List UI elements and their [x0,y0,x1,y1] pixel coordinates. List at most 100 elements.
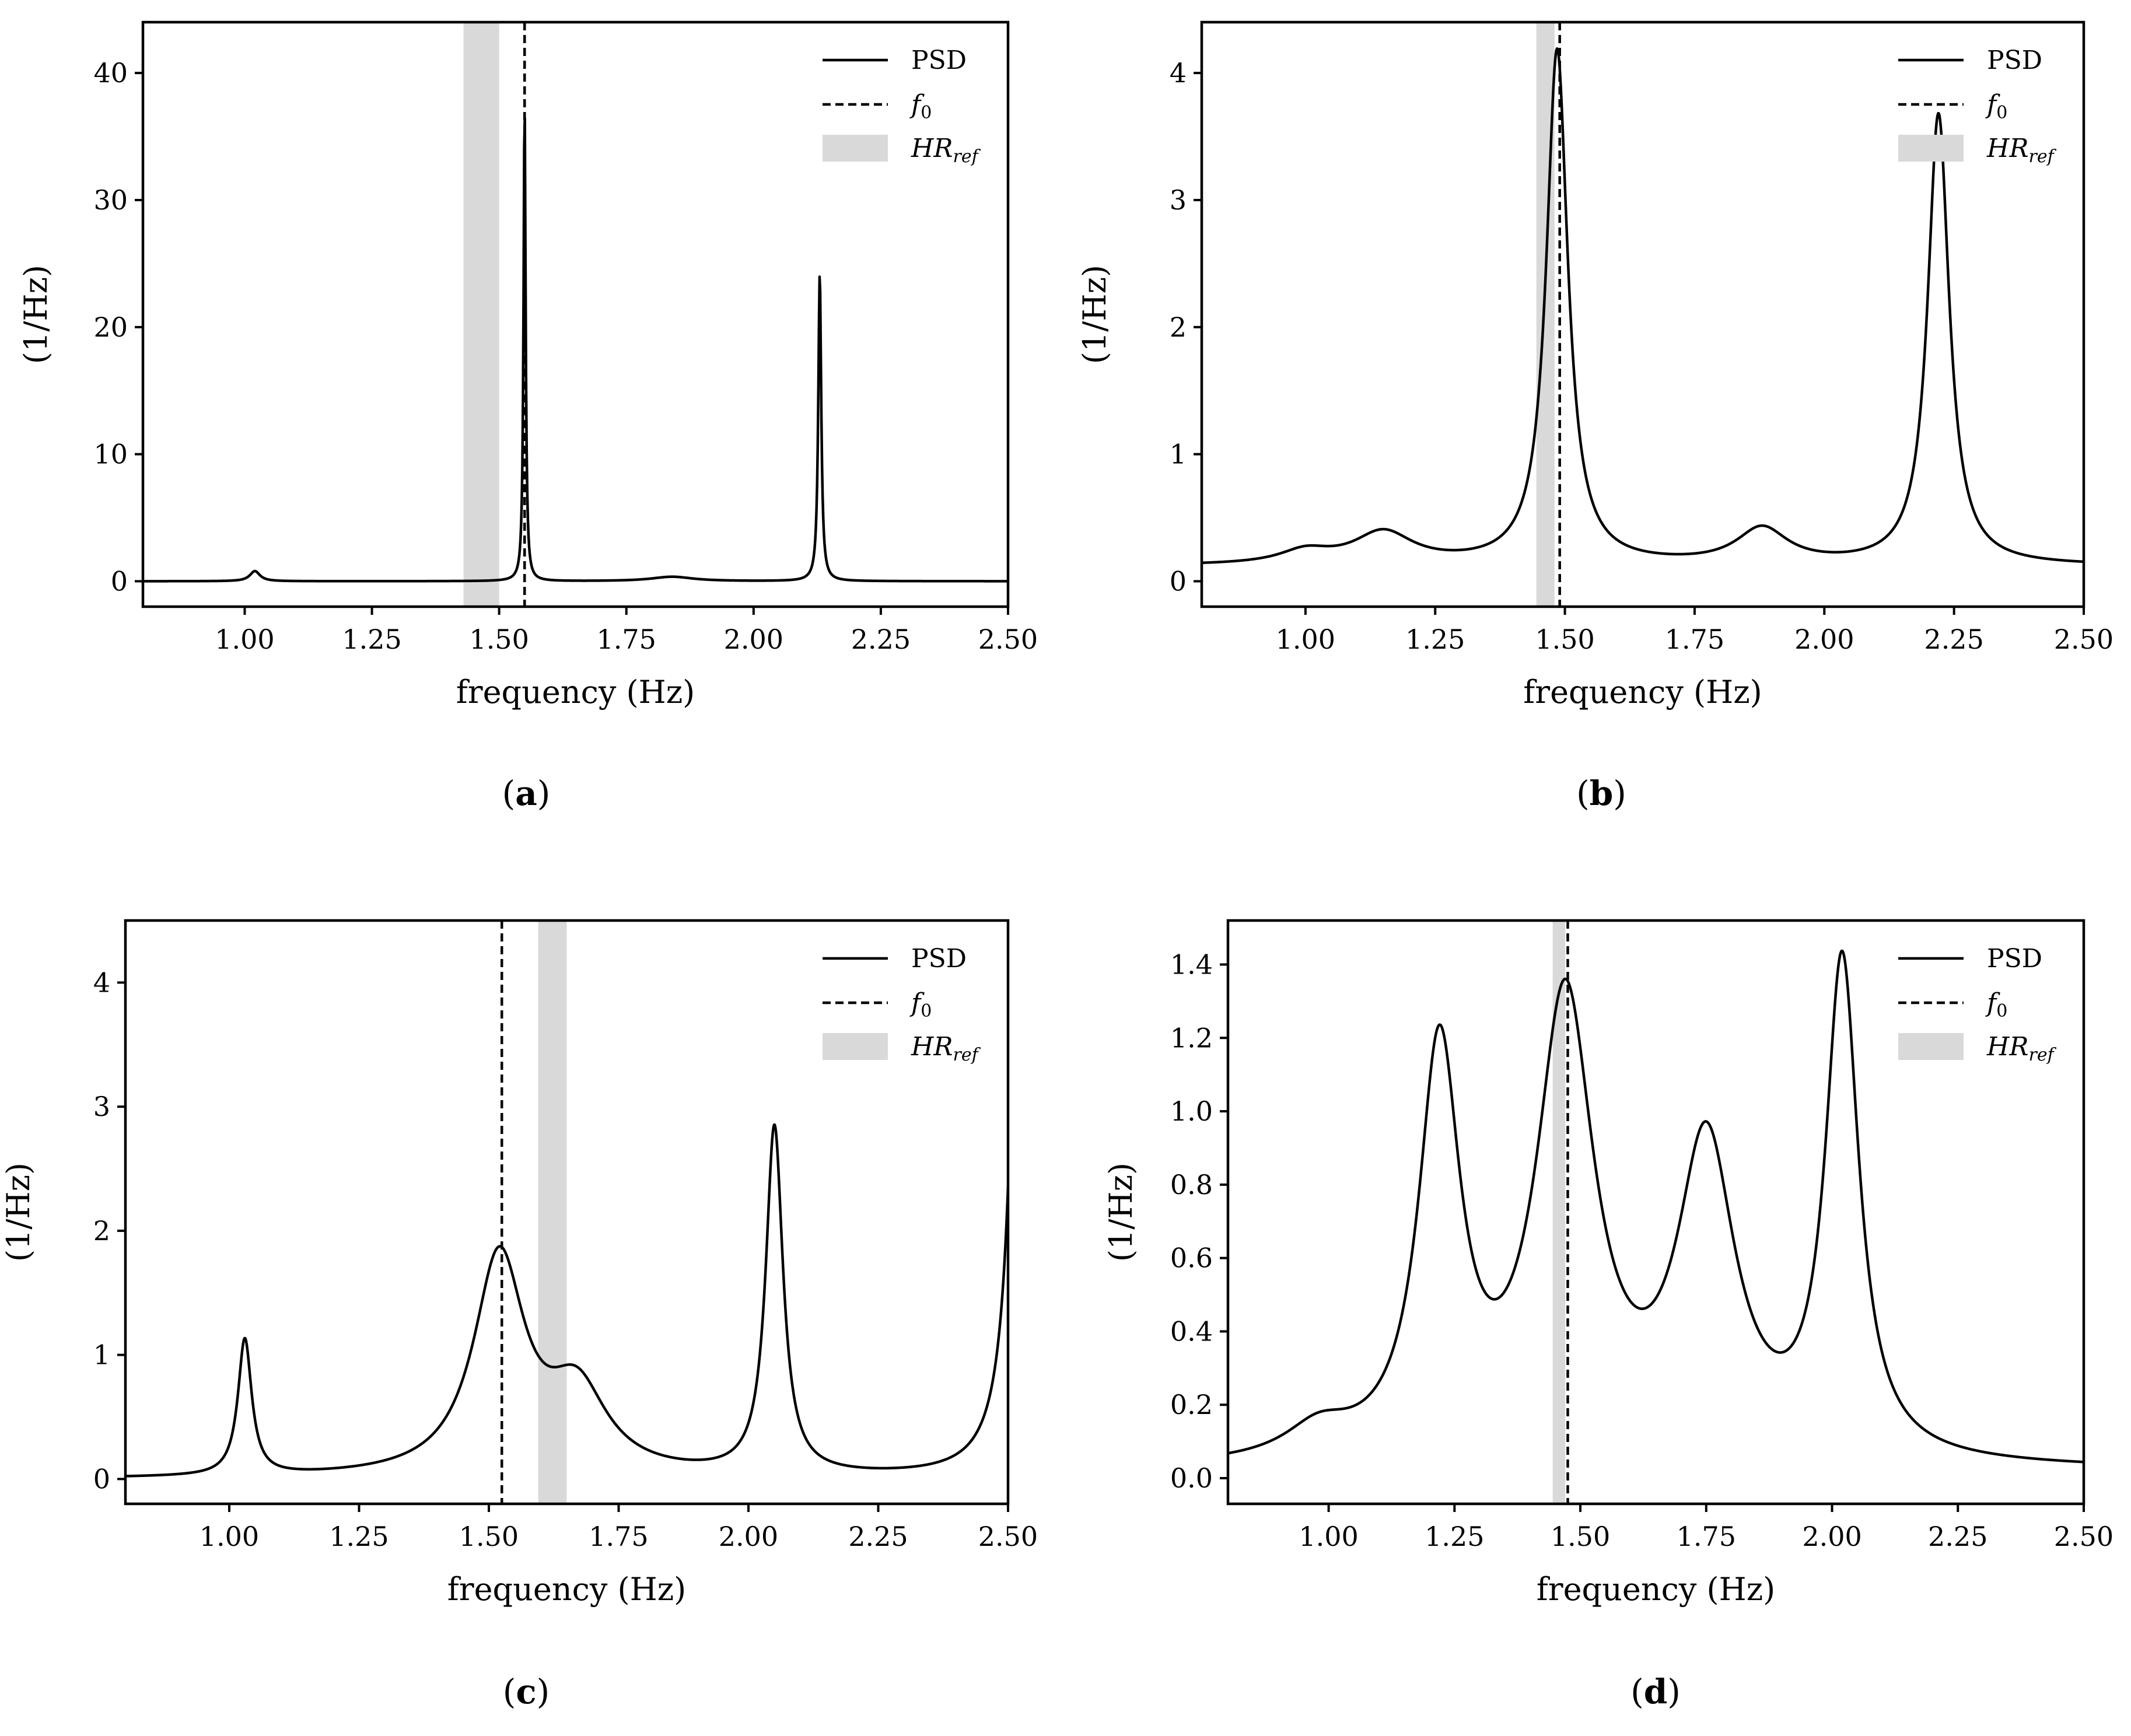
y-tick-label: 3 [93,1091,110,1122]
y-axis-title: (1/Hz) [1076,265,1113,364]
axes-frame [124,919,1010,1506]
legend: PSD f0 HRref [823,46,981,167]
panel-caption: (d) [1630,1672,1681,1712]
legend-psd-label: PSD [911,46,967,75]
caption-letter: d [1644,1672,1668,1712]
x-tick-label: 2.00 [724,624,783,655]
legend-hr-symbol: HR [1986,1032,2029,1062]
x-tick-label: 1.50 [1551,1521,1610,1552]
y-tick-label: 2 [1170,312,1187,343]
psd-line [1228,949,2084,1464]
y-tick-label: 0.8 [1170,1169,1213,1200]
panel-caption: (a) [502,774,551,813]
caption-open-paren: ( [503,1672,516,1712]
caption-letter: a [515,774,537,813]
y-tick-label: 0.6 [1170,1242,1213,1274]
hr-ref-band [1552,921,1566,1504]
y-tick-label: 4 [93,967,110,998]
x-tick-label: 1.25 [342,624,401,655]
panel-caption: (c) [503,1672,550,1712]
legend-hr-label: HRref [1986,134,2057,167]
y-tick-label: 0.4 [1170,1315,1213,1347]
x-tick-label: 1.25 [1425,1521,1484,1552]
legend-f0-subscript: 0 [1996,103,2007,123]
x-tick-label: 2.25 [851,624,911,655]
y-tick-label: 3 [1170,184,1187,216]
y-tick-label: 30 [93,184,128,216]
legend-psd-label: PSD [1987,46,2042,75]
legend-f0-subscript: 0 [921,1001,932,1021]
legend: PSD f0 HRref [1898,944,2057,1065]
x-tick-label: 2.00 [1802,1521,1861,1552]
psd-line [143,117,1008,583]
x-axis-title: frequency (Hz) [456,674,695,710]
y-tick-label: 0 [1170,565,1187,597]
x-tick-label: 1.75 [1665,624,1724,655]
caption-close-paren: ) [537,1672,550,1712]
x-axis-title: frequency (Hz) [1523,674,1762,710]
axes-frame [141,20,1010,608]
y-tick-label: 2 [93,1215,110,1247]
x-tick-label: 2.50 [2054,624,2113,655]
legend-hr-swatch [1898,135,1964,162]
panel-caption: (b) [1576,774,1626,813]
x-tick-label: 2.50 [2054,1521,2113,1552]
x-tick-label: 2.25 [1924,624,1983,655]
legend: PSD f0 HRref [823,944,981,1065]
caption-open-paren: ( [502,774,516,813]
y-axis-title: (1/Hz) [0,1163,37,1262]
x-tick-label: 1.75 [597,624,656,655]
y-tick-label: 10 [93,439,128,470]
x-tick-label: 1.00 [215,624,274,655]
panel-a: 1.00 1.25 1.50 1.75 2.00 2.25 2.50 0 10 20 30 40 fre… [18,20,1038,813]
y-axis-title: (1/Hz) [1103,1163,1139,1262]
x-tick-label: 1.50 [469,624,529,655]
legend-hr-subscript: ref [953,146,981,167]
x-axis-title: frequency (Hz) [447,1571,686,1608]
caption-close-paren: ) [1613,774,1626,813]
x-tick-label: 1.25 [1405,624,1465,655]
x-tick-label: 1.25 [329,1521,389,1552]
legend-f0-label: f0 [1985,90,2007,123]
panel-c: 1.00 1.25 1.50 1.75 2.00 2.25 2.50 0 1 2 3 4 frequen… [0,919,1038,1712]
x-tick-label: 2.50 [978,624,1038,655]
x-tick-label: 1.00 [1299,1521,1358,1552]
y-tick-label: 20 [93,312,128,343]
y-tick-label: 0.0 [1170,1462,1213,1494]
plot-area [143,22,1008,607]
x-tick-label: 1.00 [1276,624,1335,655]
legend-hr-swatch [823,1033,888,1060]
legend-hr-subscript: ref [953,1045,981,1065]
x-tick-label: 2.25 [1928,1521,1987,1552]
legend-hr-swatch [823,135,888,162]
caption-letter: c [516,1672,536,1712]
caption-open-paren: ( [1630,1672,1644,1712]
legend-psd-label: PSD [1987,944,2042,974]
plot-area [1228,921,2084,1504]
x-tick-label: 1.75 [1677,1521,1736,1552]
legend-f0-subscript: 0 [1996,1001,2007,1021]
caption-letter: b [1590,774,1614,813]
x-tick-label: 1.00 [200,1521,259,1552]
legend-hr-subscript: ref [2029,1045,2057,1065]
y-tick-label: 0.2 [1170,1389,1213,1420]
y-tick-label: 1 [93,1339,110,1371]
x-axis-title: frequency (Hz) [1537,1571,1775,1608]
caption-open-paren: ( [1576,774,1590,813]
y-tick-label: 1 [1170,439,1187,470]
y-tick-label: 1.4 [1170,949,1213,980]
legend-hr-subscript: ref [2029,146,2057,167]
legend-f0-label: f0 [909,988,932,1021]
hr-ref-band [463,22,499,607]
y-tick-label: 1.2 [1170,1022,1213,1054]
panel-d: 1.00 1.25 1.50 1.75 2.00 2.25 2.50 0.0 0.2 0.4 0.6… [1103,919,2113,1712]
legend-hr-label: HRref [911,1032,981,1065]
plot-area [1202,22,2084,607]
y-axis-title: (1/Hz) [18,265,54,364]
y-tick-label: 40 [93,57,128,89]
legend-hr-label: HRref [911,134,981,167]
hr-ref-band [538,921,567,1504]
x-tick-label: 2.00 [719,1521,778,1552]
legend-hr-symbol: HR [911,1032,953,1062]
